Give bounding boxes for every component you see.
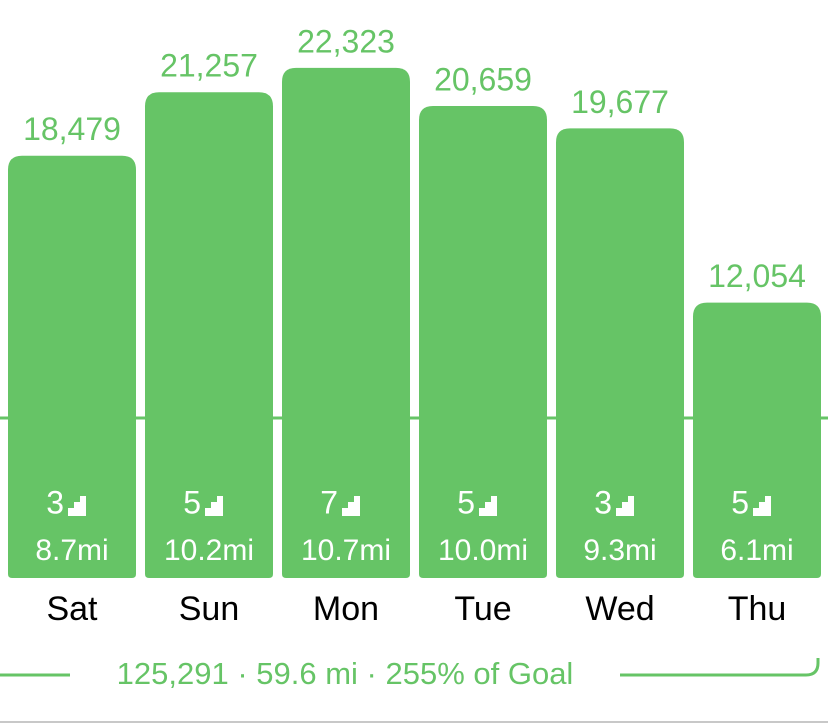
summary-bracket-right [620, 658, 820, 677]
distance-label: 9.3mi [583, 534, 656, 567]
value-label: 22,323 [297, 23, 395, 59]
value-label: 18,479 [23, 111, 121, 147]
x-tick-label: Thu [728, 590, 787, 628]
bar [693, 302, 821, 578]
floors-label: 5 [183, 484, 201, 520]
x-tick-label: Wed [585, 590, 654, 628]
value-label: 20,659 [434, 61, 532, 97]
x-tick-label: Sun [179, 590, 240, 628]
bar [145, 92, 273, 578]
stairs-icon [68, 496, 86, 516]
distance-label: 8.7mi [35, 534, 108, 567]
stairs-icon [753, 496, 771, 516]
floors-label: 5 [731, 484, 749, 520]
stairs-icon [205, 496, 223, 516]
distance-label: 10.7mi [301, 534, 391, 567]
summary: 125,291 · 59.6 mi · 255% of Goal [117, 656, 574, 691]
distance-label: 10.2mi [164, 534, 254, 567]
floors-label: 7 [320, 484, 338, 520]
distance-label: 6.1mi [720, 534, 793, 567]
x-tick-label: Sat [46, 590, 98, 628]
distance-label: 10.0mi [438, 534, 528, 567]
plot: 18,479 3 8.7mi Sat 21,257 5 10.2mi Sun 22,323 7 10… [0, 23, 828, 628]
stairs-icon [342, 496, 360, 516]
bar [419, 105, 547, 579]
stairs-icon [616, 496, 634, 516]
value-label: 21,257 [160, 48, 258, 84]
floors-label: 5 [457, 484, 475, 520]
floors-label: 3 [46, 484, 64, 520]
x-tick-label: Mon [313, 590, 379, 628]
floors-label: 3 [594, 484, 612, 520]
bar [8, 155, 136, 578]
stairs-icon [479, 496, 497, 516]
bar [282, 67, 410, 579]
bar [556, 128, 684, 578]
value-label: 12,054 [708, 258, 806, 294]
value-label: 19,677 [571, 84, 669, 120]
x-tick-label: Tue [454, 590, 511, 628]
